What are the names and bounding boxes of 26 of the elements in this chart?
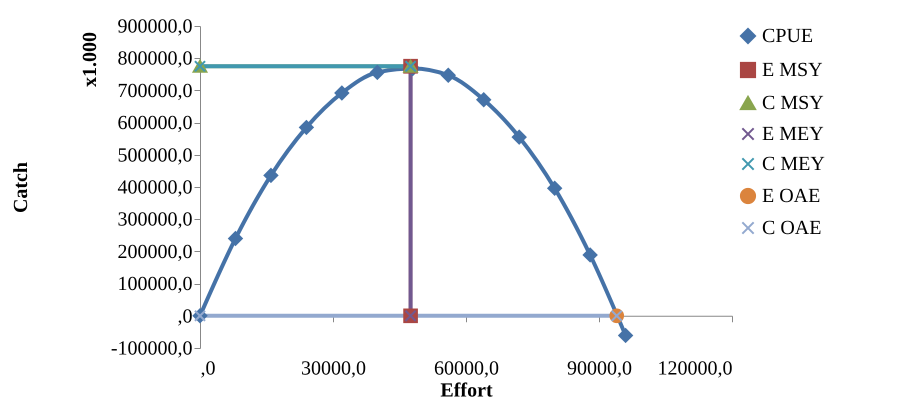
x-tick-label: 90000,0 [567,358,632,380]
x-tick-label: 120000,0 [658,358,732,380]
text: x1.000 [79,32,101,87]
y-tick-label: 700000,0 [118,80,192,102]
y-tick-label: 600000,0 [118,112,192,134]
y-tick-label: 200000,0 [118,240,192,263]
legend-label: E MEY [762,123,824,145]
legend-label: CPUE [762,25,814,47]
y-tick-label: 400000,0 [118,176,192,198]
legend-label: C MSY [762,92,824,114]
y-tick-label: 300000,0 [118,208,192,231]
x-tick-label: ,0 [200,358,216,380]
legend-label: C OAE [762,217,822,239]
y-tick-label: 100000,0 [118,273,192,296]
y-axis-title: Catch [10,162,32,214]
x-tick-label: 60000,0 [434,358,499,380]
y-tick-label: -100000,0 [110,338,192,360]
legend-label: E MSY [762,59,823,81]
y-tick-label: 800000,0 [118,48,192,70]
x-axis-title: Effort [440,380,493,402]
x-tick-label: 30000,0 [301,358,366,380]
legend-label: E OAE [762,185,820,207]
legend-label: C MEY [762,153,825,175]
y-tick-label: 500000,0 [118,144,192,166]
y-tick-label: 900000,0 [118,16,192,38]
y-tick-label: ,0 [178,305,192,328]
